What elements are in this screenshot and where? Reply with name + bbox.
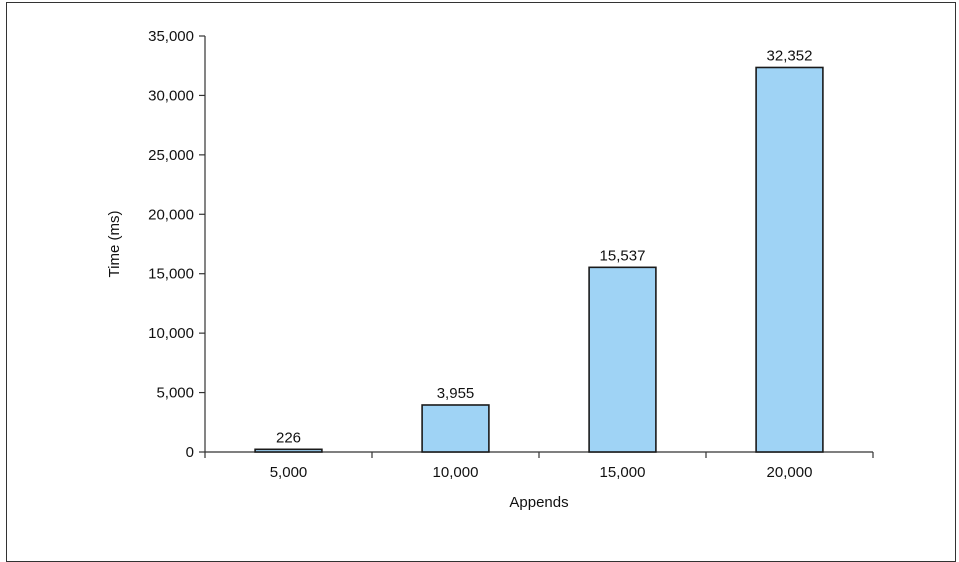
y-axis: 0 5,000 10,000 15,000 20,000 25,000 30,000 35,0… bbox=[148, 28, 206, 461]
x-axis-title: Appends bbox=[509, 494, 568, 511]
bar-value-label: 15,537 bbox=[600, 247, 646, 264]
bar bbox=[755, 66, 824, 453]
x-tick-label: 10,000 bbox=[433, 464, 479, 481]
bar bbox=[588, 266, 657, 453]
y-tick-label: 15,000 bbox=[148, 266, 194, 283]
bar bbox=[421, 404, 490, 453]
data-labels: 226 3,955 15,537 32,352 bbox=[276, 47, 812, 446]
bar bbox=[254, 448, 323, 453]
bars bbox=[254, 66, 824, 453]
y-tick-label: 20,000 bbox=[148, 206, 194, 223]
x-tick-label: 20,000 bbox=[767, 464, 813, 481]
bar-value-label: 226 bbox=[276, 429, 301, 446]
y-tick-label: 30,000 bbox=[148, 87, 194, 104]
bar-value-label: 32,352 bbox=[767, 47, 813, 64]
y-tick-label: 0 bbox=[186, 444, 194, 461]
y-tick-label: 35,000 bbox=[148, 28, 194, 45]
x-tick-label: 5,000 bbox=[270, 464, 308, 481]
y-tick-label: 5,000 bbox=[156, 385, 194, 402]
x-tick-label: 15,000 bbox=[600, 464, 646, 481]
bar-chart: 0 5,000 10,000 15,000 20,000 25,000 30,000 35,0… bbox=[106, 28, 874, 511]
y-axis-title: Time (ms) bbox=[106, 211, 123, 278]
y-tick-label: 25,000 bbox=[148, 147, 194, 164]
bar-value-label: 3,955 bbox=[437, 385, 475, 402]
y-tick-label: 10,000 bbox=[148, 325, 194, 342]
x-axis: 5,000 10,000 15,000 20,000 bbox=[204, 451, 874, 481]
